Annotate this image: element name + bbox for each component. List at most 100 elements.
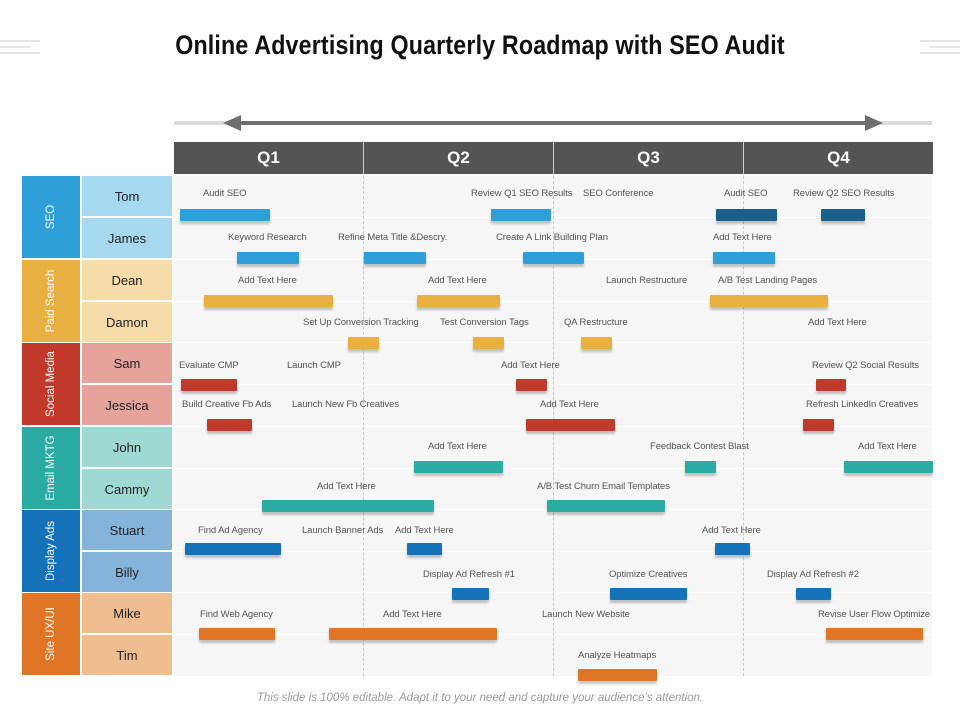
- slide-title: Online Advertising Quarterly Roadmap wit…: [175, 30, 785, 60]
- person-jessica: Jessica: [82, 385, 172, 425]
- person-james: James: [82, 218, 172, 258]
- task-bar: [844, 461, 933, 473]
- person-name: Mike: [113, 605, 141, 621]
- task-bar: [821, 209, 865, 221]
- task-label: Add Text Here: [395, 525, 454, 536]
- task-label: Launch Restructure: [606, 275, 688, 286]
- task-bar: [710, 295, 828, 307]
- task-bar: [414, 461, 503, 473]
- category-seo: SEO: [22, 176, 80, 258]
- task-bar: [348, 337, 379, 349]
- task-label: Find Web Agency: [200, 609, 273, 620]
- task-label: Test Conversion Tags: [440, 317, 529, 328]
- category-label: SEO: [45, 204, 57, 230]
- task-label: Build Creative Fb Ads: [182, 399, 272, 410]
- task-bar: [581, 337, 612, 349]
- task-label: A/B Test Churn Email Templates: [537, 481, 670, 492]
- task-bar: [199, 628, 275, 640]
- task-label: Display Ad Refresh #1: [423, 569, 515, 580]
- category-email-mktg: Email MKTG: [22, 427, 80, 509]
- task-label: Add Text Here: [428, 441, 487, 452]
- category-label: Site UX/UI: [45, 607, 57, 661]
- task-label: Set Up Conversion Tracking: [303, 317, 419, 328]
- task-label: Keyword Research: [228, 232, 307, 243]
- task-label: Launch New Fb Creatives: [292, 399, 400, 410]
- person-john: John: [82, 427, 172, 467]
- task-label: Add Text Here: [428, 275, 487, 286]
- timeline-double-arrow-icon: [223, 115, 883, 131]
- quarter-divider: [743, 142, 744, 174]
- task-bar: [716, 209, 777, 221]
- task-label: Evaluate CMP: [179, 360, 239, 371]
- task-label: Find Ad Agency: [198, 525, 263, 536]
- task-bar: [803, 419, 834, 431]
- person-name: Dean: [111, 272, 143, 288]
- person-sam: Sam: [82, 343, 172, 383]
- decor-line-right-1: [920, 40, 960, 42]
- task-bar: [452, 588, 489, 600]
- task-label: A/B Test Landing Pages: [718, 275, 818, 286]
- timeline-track-right: [880, 121, 932, 125]
- quarter-header-q3: Q3: [554, 142, 743, 174]
- task-bar: [816, 379, 846, 391]
- task-label: Create A Link Building Plan: [496, 232, 608, 243]
- task-bar: [610, 588, 687, 600]
- task-bar: [685, 461, 716, 473]
- task-label: Review Q2 SEO Results: [793, 188, 895, 199]
- category-label: Display Ads: [45, 520, 57, 582]
- task-bar: [329, 628, 497, 640]
- quarter-divider: [363, 142, 364, 174]
- task-bar: [715, 543, 750, 555]
- category-label: Email MKTG: [45, 435, 57, 501]
- person-name: Cammy: [104, 481, 150, 497]
- quarter-gridline: [363, 176, 365, 676]
- person-name: Stuart: [109, 522, 145, 538]
- task-label: Add Text Here: [713, 232, 772, 243]
- decor-line-left-3: [0, 52, 40, 54]
- task-label: Review Q1 SEO Results: [471, 188, 573, 199]
- person-name: John: [112, 439, 142, 455]
- person-damon: Damon: [82, 302, 172, 342]
- task-bar: [181, 379, 237, 391]
- task-label: Add Text Here: [317, 481, 376, 492]
- task-bar: [407, 543, 442, 555]
- task-label: Add Text Here: [702, 525, 761, 536]
- task-bar: [417, 295, 500, 307]
- category-site-ux-ui: Site UX/UI: [22, 593, 80, 675]
- person-name: Jessica: [105, 397, 149, 413]
- task-bar: [796, 588, 831, 600]
- task-label: Add Text Here: [858, 441, 917, 452]
- person-name: Sam: [113, 355, 141, 371]
- decor-line-left-1: [0, 40, 40, 42]
- task-label: Revise User Flow Optimize: [818, 609, 931, 620]
- timeline-track-left: [174, 121, 226, 125]
- person-name: James: [107, 230, 147, 246]
- task-label: Feedback Contest Blast: [650, 441, 749, 452]
- person-name: Tim: [116, 647, 138, 663]
- task-label: Optimize Creatives: [609, 569, 688, 580]
- quarter-gridline: [743, 176, 745, 676]
- task-bar: [713, 252, 775, 264]
- person-dean: Dean: [82, 260, 172, 300]
- task-bar: [262, 500, 434, 512]
- quarter-header-q4: Q4: [744, 142, 933, 174]
- task-label: Add Text Here: [540, 399, 599, 410]
- task-bar: [826, 628, 923, 640]
- quarter-header-q1: Q1: [174, 142, 363, 174]
- task-label: Add Text Here: [501, 360, 560, 371]
- task-label: Review Q2 Social Results: [812, 360, 919, 371]
- task-bar: [185, 543, 281, 555]
- person-mike: Mike: [82, 593, 172, 633]
- quarter-header-q2: Q2: [364, 142, 553, 174]
- quarter-divider: [553, 142, 554, 174]
- task-label: Refine Meta Title &Descry.: [338, 232, 448, 243]
- category-paid-search: Paid Search: [22, 260, 80, 342]
- task-label: Add Text Here: [383, 609, 442, 620]
- task-label: SEO Conference: [583, 188, 654, 199]
- person-cammy: Cammy: [82, 469, 172, 509]
- task-bar: [207, 419, 252, 431]
- task-bar: [578, 669, 657, 681]
- task-label: Launch CMP: [287, 360, 341, 371]
- decor-line-right-3: [920, 52, 960, 54]
- person-name: Billy: [115, 564, 139, 580]
